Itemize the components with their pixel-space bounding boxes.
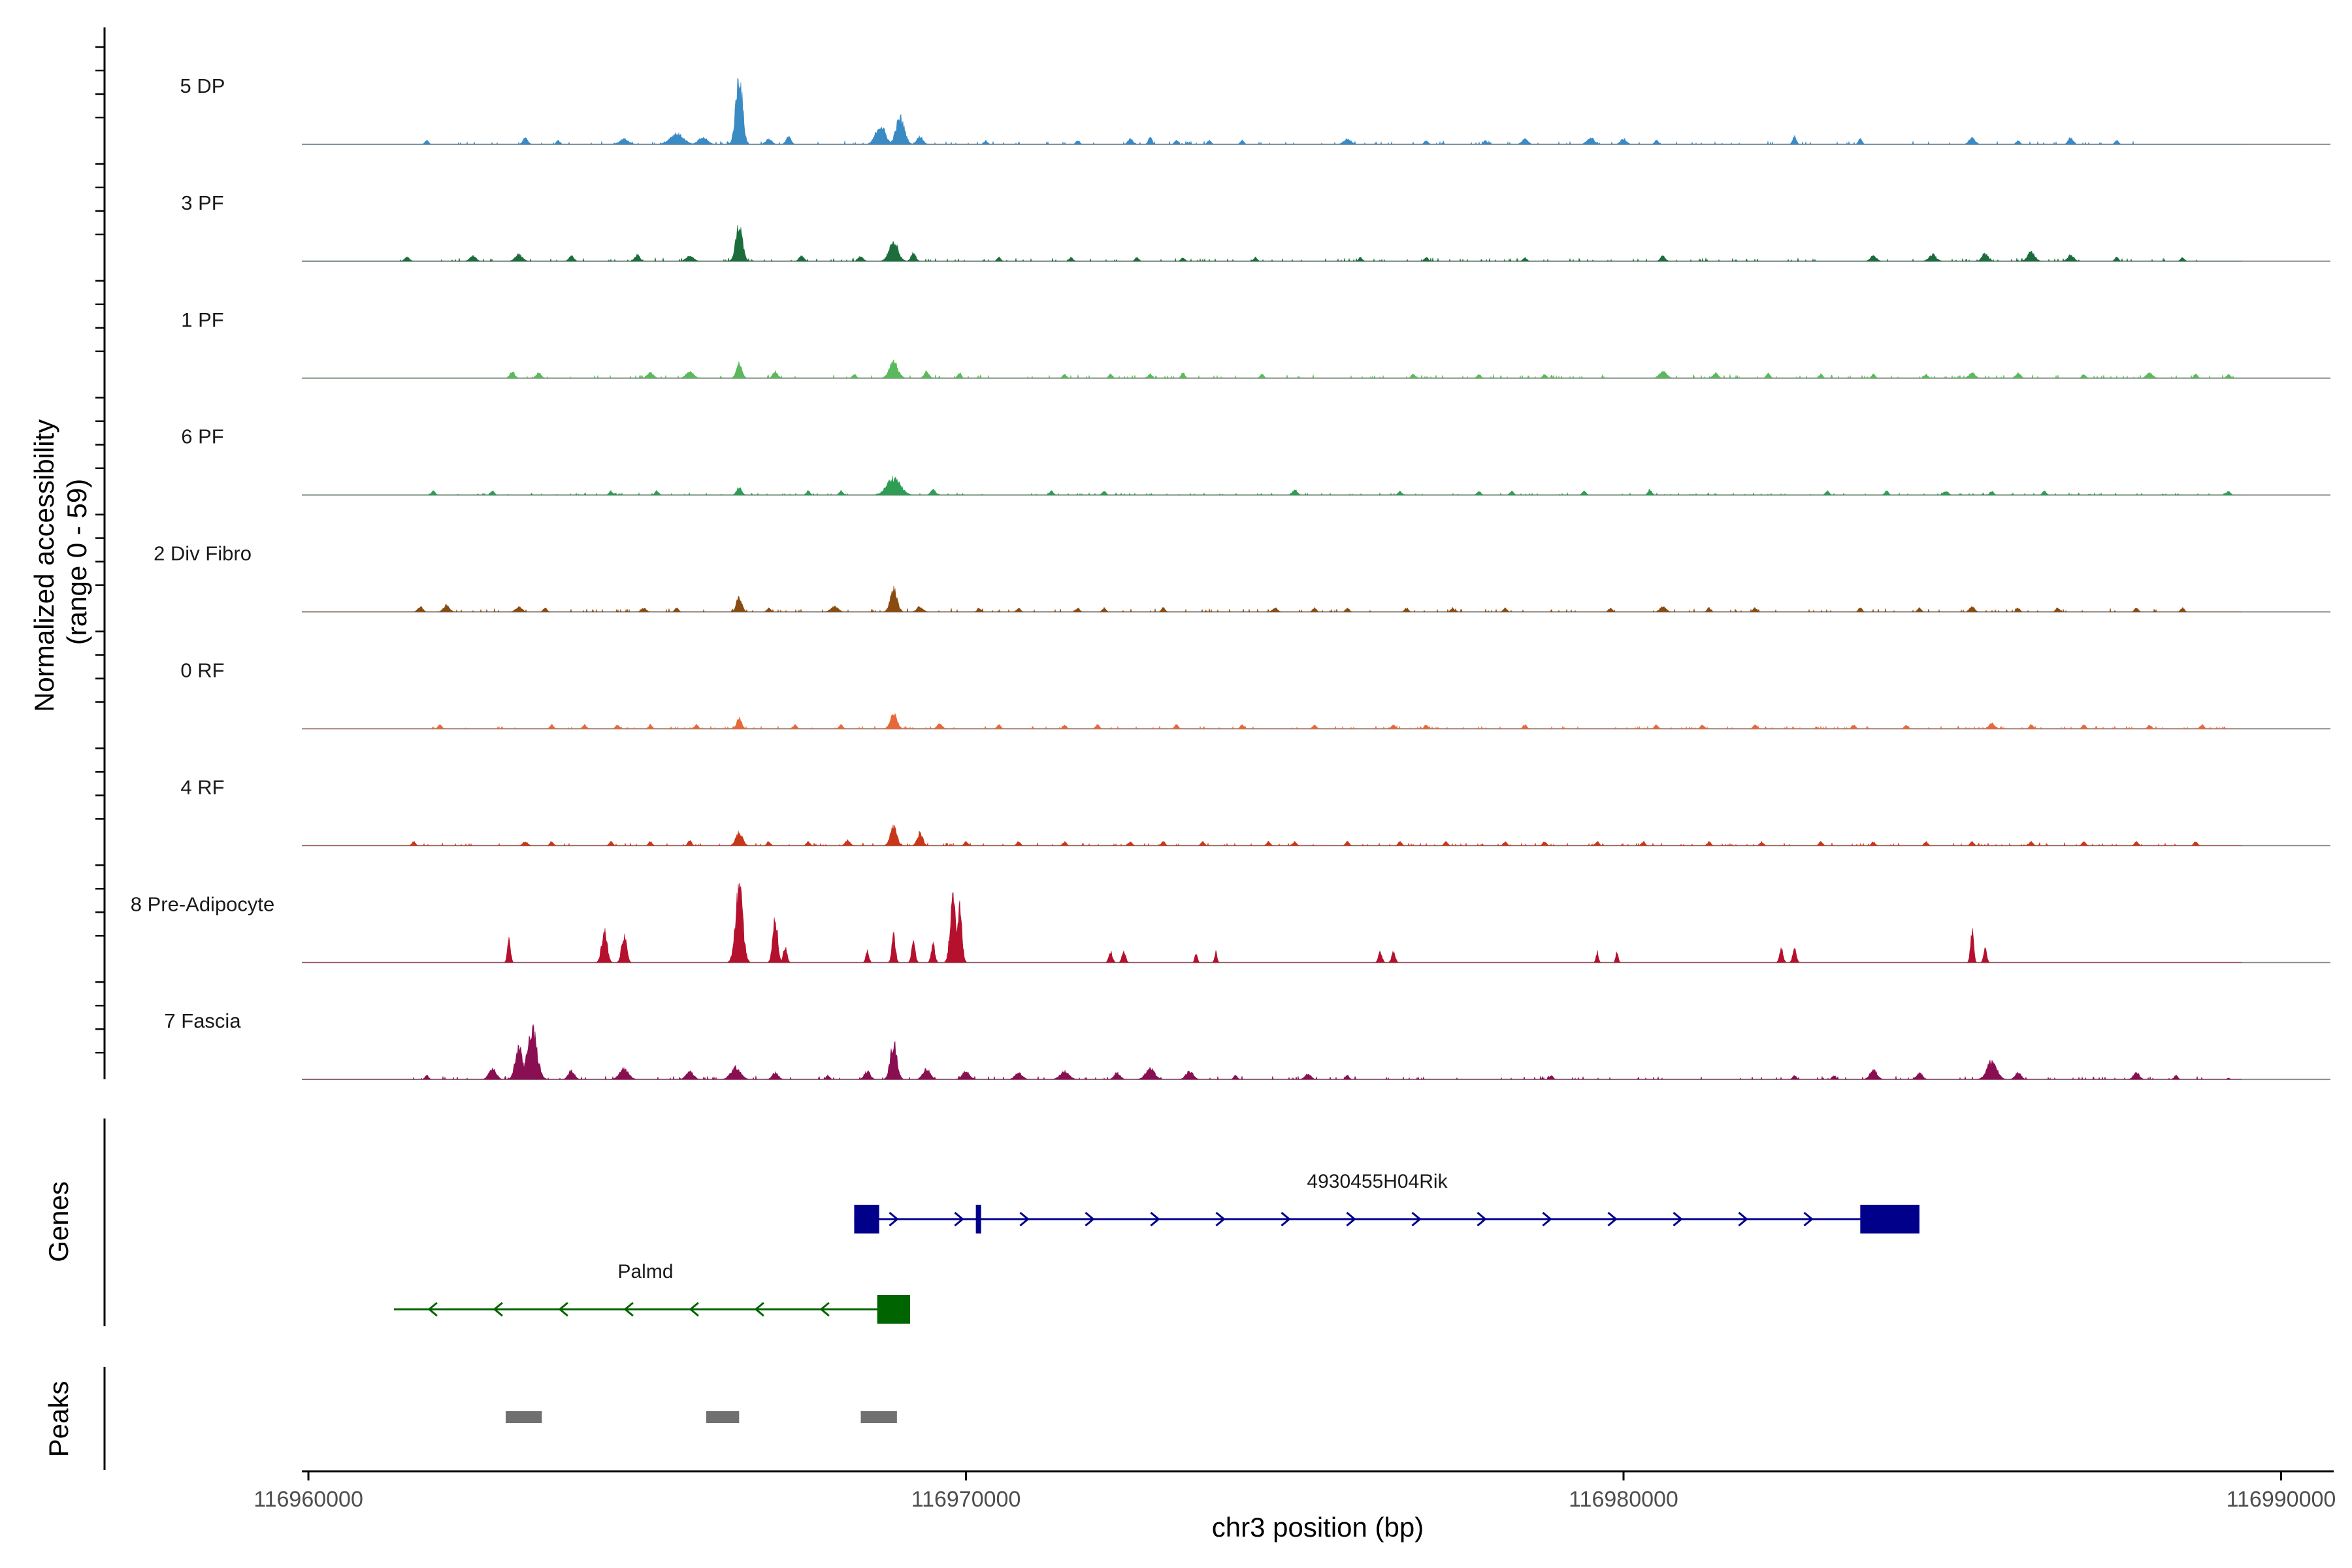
- gene-exon: [1860, 1205, 1919, 1233]
- y-axis-title: Normalized accessibility (range 0 - 59): [29, 412, 92, 712]
- track-label: 4 RF: [180, 776, 224, 798]
- strand-arrow-icon: [1019, 1211, 1030, 1227]
- track-2-div-fibro: 2 Div Fibro: [154, 542, 2330, 613]
- track-6-pf: 6 PF: [181, 425, 2330, 496]
- strand-arrow-icon: [1215, 1211, 1226, 1227]
- track-7-fascia: 7 Fascia: [164, 1009, 2330, 1081]
- track-label: 6 PF: [181, 425, 223, 448]
- peak-region-bar: [860, 1411, 897, 1423]
- track-4-rf: 4 RF: [180, 776, 2330, 847]
- x-tick-label: 116990000: [2227, 1487, 2336, 1512]
- gene-label: Palmd: [617, 1261, 673, 1282]
- track-8-pre-adipocyte: 8 Pre-Adipocyte: [131, 883, 2330, 964]
- track-coverage-area: [302, 476, 2242, 496]
- tracks-y-ticks: [95, 46, 105, 1054]
- track-coverage-area: [302, 585, 2242, 613]
- track-0-rf: 0 RF: [180, 659, 2330, 730]
- strand-arrow-icon: [1150, 1211, 1160, 1227]
- track-1-pf: 1 PF: [181, 308, 2330, 379]
- strand-arrow-icon: [1346, 1211, 1356, 1227]
- track-coverage-area: [302, 713, 2242, 730]
- strand-arrow-icon: [1281, 1211, 1291, 1227]
- strand-arrow-icon: [1411, 1211, 1422, 1227]
- peak-region-bar: [506, 1411, 542, 1423]
- gene-label: 4930455H04Rik: [1307, 1171, 1448, 1192]
- strand-arrow-icon: [819, 1301, 830, 1317]
- peak-regions: [506, 1411, 897, 1423]
- strand-arrow-icon: [754, 1301, 764, 1317]
- strand-arrow-icon: [1673, 1211, 1683, 1227]
- gene-exon: [975, 1205, 981, 1233]
- strand-arrow-icon: [427, 1301, 438, 1317]
- x-axis-ticks: 116960000 116970000 116980000 116990000: [253, 1471, 2336, 1512]
- strand-arrow-icon: [623, 1301, 634, 1317]
- peaks-panel-label: Peaks: [43, 1381, 74, 1458]
- x-tick-label: 116970000: [911, 1487, 1021, 1512]
- strand-arrow-icon: [558, 1301, 568, 1317]
- coverage-tracks: 5 DP 3 PF 1 PF 6 PF 2 Div Fibro 0 RF 4 RF 8 Pre…: [131, 74, 2330, 1081]
- strand-arrow-icon: [1738, 1211, 1748, 1227]
- track-coverage-area: [302, 883, 2242, 963]
- strand-arrow-icon: [1085, 1211, 1095, 1227]
- track-label: 2 Div Fibro: [154, 542, 252, 565]
- gene-exon: [854, 1205, 879, 1233]
- gene-palmd: Palmd: [393, 1261, 910, 1324]
- track-coverage-area: [302, 225, 2242, 262]
- track-label: 1 PF: [181, 308, 223, 331]
- strand-arrow-icon: [1542, 1211, 1552, 1227]
- track-coverage-area: [302, 78, 2242, 146]
- track-label: 8 Pre-Adipocyte: [131, 892, 275, 915]
- strand-arrow-icon: [689, 1301, 699, 1317]
- gene-exon: [877, 1295, 910, 1324]
- peak-region-bar: [706, 1411, 740, 1423]
- genes-panel-label: Genes: [43, 1181, 74, 1262]
- track-3-pf: 3 PF: [181, 191, 2330, 262]
- x-tick-label: 116960000: [253, 1487, 363, 1512]
- gene-4930455h04rik: 4930455H04Rik: [854, 1171, 1919, 1233]
- strand-arrow-icon: [1477, 1211, 1487, 1227]
- track-label: 3 PF: [181, 191, 223, 214]
- track-coverage-area: [302, 1023, 2242, 1081]
- x-axis-title: chr3 position (bp): [1212, 1512, 1424, 1543]
- strand-arrow-icon: [1803, 1211, 1814, 1227]
- track-coverage-area: [302, 825, 2242, 847]
- strand-arrow-icon: [954, 1211, 964, 1227]
- strand-arrow-icon: [889, 1211, 899, 1227]
- track-label: 7 Fascia: [164, 1009, 241, 1032]
- track-label: 5 DP: [180, 74, 225, 97]
- strand-arrow-icon: [493, 1301, 503, 1317]
- track-label: 0 RF: [180, 659, 224, 682]
- x-tick-label: 116980000: [1569, 1487, 1678, 1512]
- strand-arrow-icon: [1607, 1211, 1618, 1227]
- track-5-dp: 5 DP: [180, 74, 2330, 146]
- gene-annotations: 4930455H04Rik Palmd: [393, 1171, 1919, 1324]
- track-coverage-area: [302, 359, 2242, 379]
